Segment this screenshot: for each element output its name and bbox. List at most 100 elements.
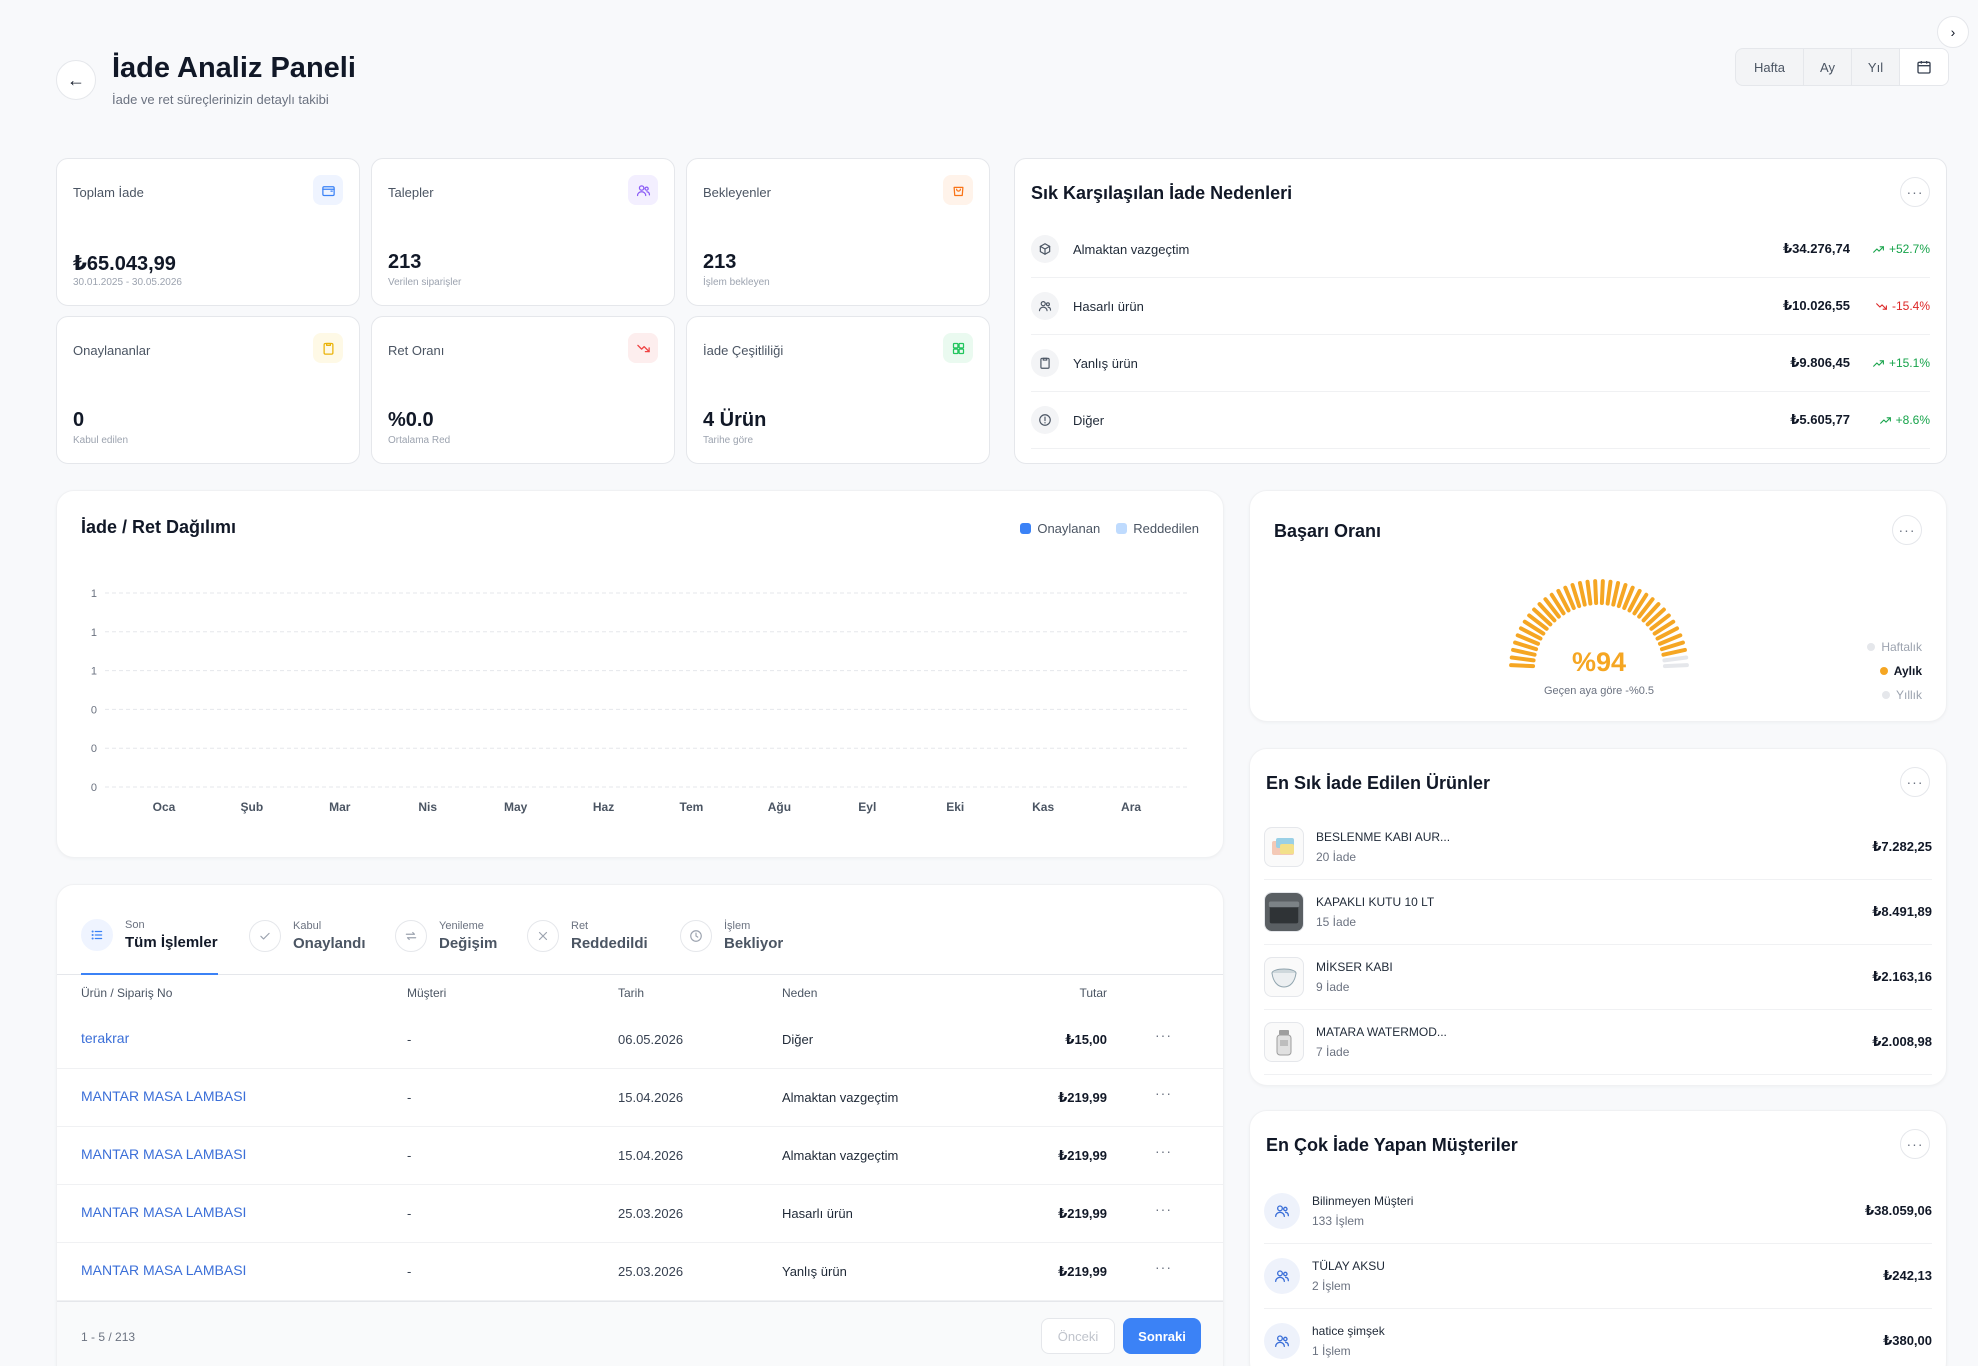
tab-icon-badge — [249, 920, 281, 952]
product-row[interactable]: KAPAKLI KUTU 10 LT 15 İade ₺8.491,89 — [1264, 880, 1932, 945]
customer-row[interactable]: Bilinmeyen Müşteri 133 İşlem ₺38.059,06 — [1264, 1179, 1932, 1244]
legend-approved: Onaylanan — [1020, 521, 1100, 536]
product-row[interactable]: MİKSER KABI 9 İade ₺2.163,16 — [1264, 945, 1932, 1010]
stat-icon-badge — [628, 333, 658, 363]
stat-icon-badge — [943, 333, 973, 363]
cell-amount: ₺15,00 — [1065, 1032, 1107, 1047]
customer-info: TÜLAY AKSU 2 İşlem — [1312, 1259, 1385, 1293]
stat-icon-badge — [313, 333, 343, 363]
reason-row[interactable]: Hasarlı ürün ₺10.026,55 -15.4% — [1031, 278, 1930, 335]
row-more-button[interactable]: ··· — [1155, 1027, 1172, 1043]
stat-subtext: Verilen siparişler — [388, 277, 462, 288]
cell-product-link[interactable]: MANTAR MASA LAMBASI — [81, 1088, 247, 1104]
collapse-panel-button[interactable]: › — [1937, 16, 1969, 48]
customer-amount: ₺38.059,06 — [1865, 1203, 1932, 1218]
customer-avatar — [1264, 1193, 1300, 1229]
product-name: MİKSER KABI — [1316, 960, 1393, 974]
table-row[interactable]: MANTAR MASA LAMBASI - 25.03.2026 Hasarlı ür… — [57, 1185, 1223, 1243]
row-more-button[interactable]: ··· — [1155, 1259, 1172, 1275]
list-icon — [91, 930, 103, 940]
customers-more-button[interactable]: ··· — [1900, 1129, 1930, 1159]
y-tick-label: 0 — [91, 704, 97, 716]
reason-row[interactable]: Yanlış ürün ₺9.806,45 +15.1% — [1031, 335, 1930, 392]
row-more-button[interactable]: ··· — [1155, 1201, 1172, 1217]
tab-clock[interactable]: İşlem Bekliyor — [680, 897, 783, 975]
period-week-button[interactable]: Hafta — [1736, 49, 1804, 85]
cell-amount: ₺219,99 — [1058, 1090, 1107, 1105]
prev-page-button[interactable]: Önceki — [1041, 1318, 1115, 1354]
product-thumbnail — [1264, 957, 1304, 997]
x-tick-label: Tem — [680, 800, 704, 814]
product-row[interactable]: BESLENME KABI AUR... 20 İade ₺7.282,25 — [1264, 815, 1932, 880]
trend-up-icon — [1873, 359, 1884, 367]
next-page-button[interactable]: Sonraki — [1123, 1318, 1201, 1354]
table-row[interactable]: MANTAR MASA LAMBASI - 15.04.2026 Almaktan v… — [57, 1127, 1223, 1185]
success-legend-item[interactable]: Yıllık — [1842, 683, 1922, 707]
x-tick-label: Oca — [153, 800, 176, 814]
th-reason: Neden — [782, 986, 818, 1000]
tab-x[interactable]: Ret Reddedildi — [527, 897, 648, 975]
products-more-button[interactable]: ··· — [1900, 767, 1930, 797]
customer-avatar — [1264, 1323, 1300, 1359]
cell-product-link[interactable]: MANTAR MASA LAMBASI — [81, 1262, 247, 1278]
success-legend-item[interactable]: Aylık — [1842, 659, 1922, 683]
calendar-button[interactable] — [1900, 49, 1948, 85]
cell-product-link[interactable]: terakrar — [81, 1030, 130, 1046]
tab-labels: Ret Reddedildi — [571, 920, 648, 952]
stat-card: Onaylananlar 0 Kabul edilen — [56, 316, 360, 464]
chart-card: İade / Ret Dağılımı Onaylanan Reddedilen… — [56, 490, 1224, 858]
product-amount: ₺2.163,16 — [1872, 969, 1932, 984]
period-month-button[interactable]: Ay — [1804, 49, 1852, 85]
customer-info: Bilinmeyen Müşteri 133 İşlem — [1312, 1194, 1413, 1228]
table-row[interactable]: MANTAR MASA LAMBASI - 25.03.2026 Yanlış ürü… — [57, 1243, 1223, 1301]
x-tick-label: Haz — [593, 800, 614, 814]
trend-down-icon — [1876, 302, 1887, 310]
success-legend-item[interactable]: Haftalık — [1842, 635, 1922, 659]
stat-label: Toplam İade — [73, 185, 144, 200]
gauge-tick — [1652, 619, 1676, 636]
users-icon — [1275, 1270, 1289, 1282]
tab-labels: Kabul Onaylandı — [293, 920, 366, 952]
gauge-tick — [1627, 588, 1642, 613]
tab-swap[interactable]: Yenileme Değişim — [395, 897, 497, 975]
cell-product-link[interactable]: MANTAR MASA LAMBASI — [81, 1146, 247, 1162]
table-row[interactable]: MANTAR MASA LAMBASI - 15.04.2026 Almaktan v… — [57, 1069, 1223, 1127]
cell-customer: - — [407, 1264, 412, 1279]
gauge-tick — [1543, 597, 1561, 619]
reason-change: -15.4% — [1850, 299, 1930, 313]
success-more-button[interactable]: ··· — [1892, 515, 1922, 545]
gauge-tick — [1657, 633, 1683, 646]
back-button[interactable]: ← — [56, 60, 96, 100]
tab-small-label: İşlem — [724, 920, 751, 932]
product-row[interactable]: MATARA WATERMOD... 7 İade ₺2.008,98 — [1264, 1010, 1932, 1075]
gauge-tick — [1645, 607, 1666, 627]
gauge-tick — [1515, 633, 1541, 646]
stat-label: İade Çeşitliliği — [703, 343, 784, 358]
storage-box-thumb-icon — [1265, 893, 1303, 931]
stat-value: ₺65.043,99 — [73, 253, 176, 275]
legend-swatch — [1116, 523, 1128, 534]
row-more-button[interactable]: ··· — [1155, 1143, 1172, 1159]
gauge-tick — [1549, 592, 1566, 616]
product-amount: ₺2.008,98 — [1872, 1034, 1932, 1049]
cell-product-link[interactable]: MANTAR MASA LAMBASI — [81, 1204, 247, 1220]
reasons-more-button[interactable]: ··· — [1900, 177, 1930, 207]
customer-row[interactable]: TÜLAY AKSU 2 İşlem ₺242,13 — [1264, 1244, 1932, 1309]
customer-name: hatice şimşek — [1312, 1324, 1385, 1338]
tab-icon-badge — [680, 920, 712, 952]
gauge-tick — [1511, 647, 1537, 657]
more-icon: ··· — [1155, 1085, 1172, 1101]
tab-list[interactable]: Son Tüm İşlemler — [81, 897, 218, 975]
customer-row[interactable]: hatice şimşek 1 İşlem ₺380,00 — [1264, 1309, 1932, 1366]
page-subtitle: İade ve ret süreçlerinizin detaylı takib… — [112, 92, 329, 107]
cell-customer: - — [407, 1032, 412, 1047]
y-tick-label: 1 — [91, 588, 97, 600]
reason-row[interactable]: Diğer ₺5.605,77 +8.6% — [1031, 392, 1930, 449]
table-row[interactable]: terakrar - 06.05.2026 Diğer ₺15,00 ··· — [57, 1011, 1223, 1069]
period-year-button[interactable]: Yıl — [1852, 49, 1900, 85]
tab-check[interactable]: Kabul Onaylandı — [249, 897, 366, 975]
gauge-tick — [1522, 619, 1546, 636]
reason-row[interactable]: Almaktan vazgeçtim ₺34.276,74 +52.7% — [1031, 221, 1930, 278]
product-thumbnail — [1264, 827, 1304, 867]
row-more-button[interactable]: ··· — [1155, 1085, 1172, 1101]
